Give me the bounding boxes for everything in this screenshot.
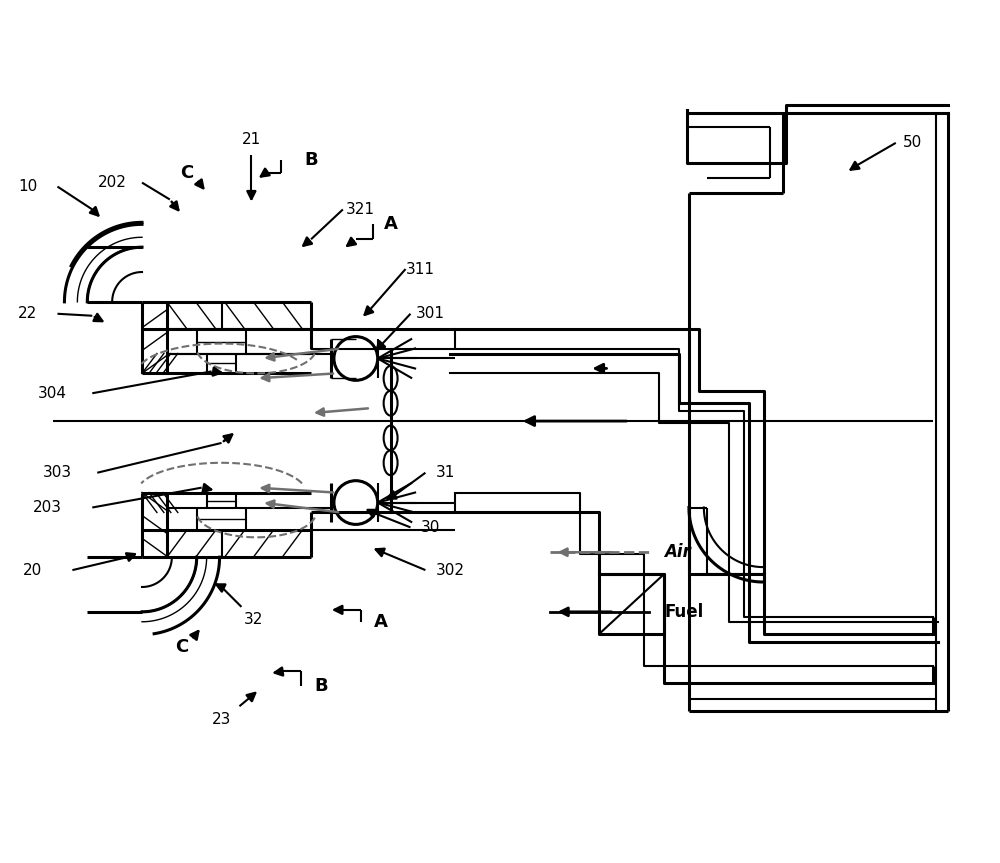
Text: 10: 10 <box>18 180 37 194</box>
Text: 321: 321 <box>346 202 375 217</box>
Text: Fuel: Fuel <box>664 603 703 620</box>
Text: 22: 22 <box>18 306 37 321</box>
Text: 21: 21 <box>242 132 261 148</box>
Text: Air: Air <box>664 543 691 561</box>
Text: 23: 23 <box>212 712 231 727</box>
Text: 202: 202 <box>98 175 127 190</box>
Text: B: B <box>304 151 318 169</box>
Text: 303: 303 <box>43 465 72 480</box>
Text: C: C <box>180 164 193 182</box>
Text: 302: 302 <box>436 563 465 577</box>
Text: 301: 301 <box>416 306 445 321</box>
Text: A: A <box>374 613 388 631</box>
Text: 30: 30 <box>421 520 440 535</box>
Text: B: B <box>314 677 328 696</box>
Text: 20: 20 <box>23 563 42 577</box>
Text: 203: 203 <box>33 500 62 515</box>
Text: 304: 304 <box>38 386 67 400</box>
Text: 32: 32 <box>244 612 263 627</box>
Text: 31: 31 <box>436 465 455 480</box>
Text: 50: 50 <box>903 135 922 150</box>
Text: A: A <box>384 216 398 233</box>
Text: 311: 311 <box>406 261 435 276</box>
Text: C: C <box>175 638 188 656</box>
